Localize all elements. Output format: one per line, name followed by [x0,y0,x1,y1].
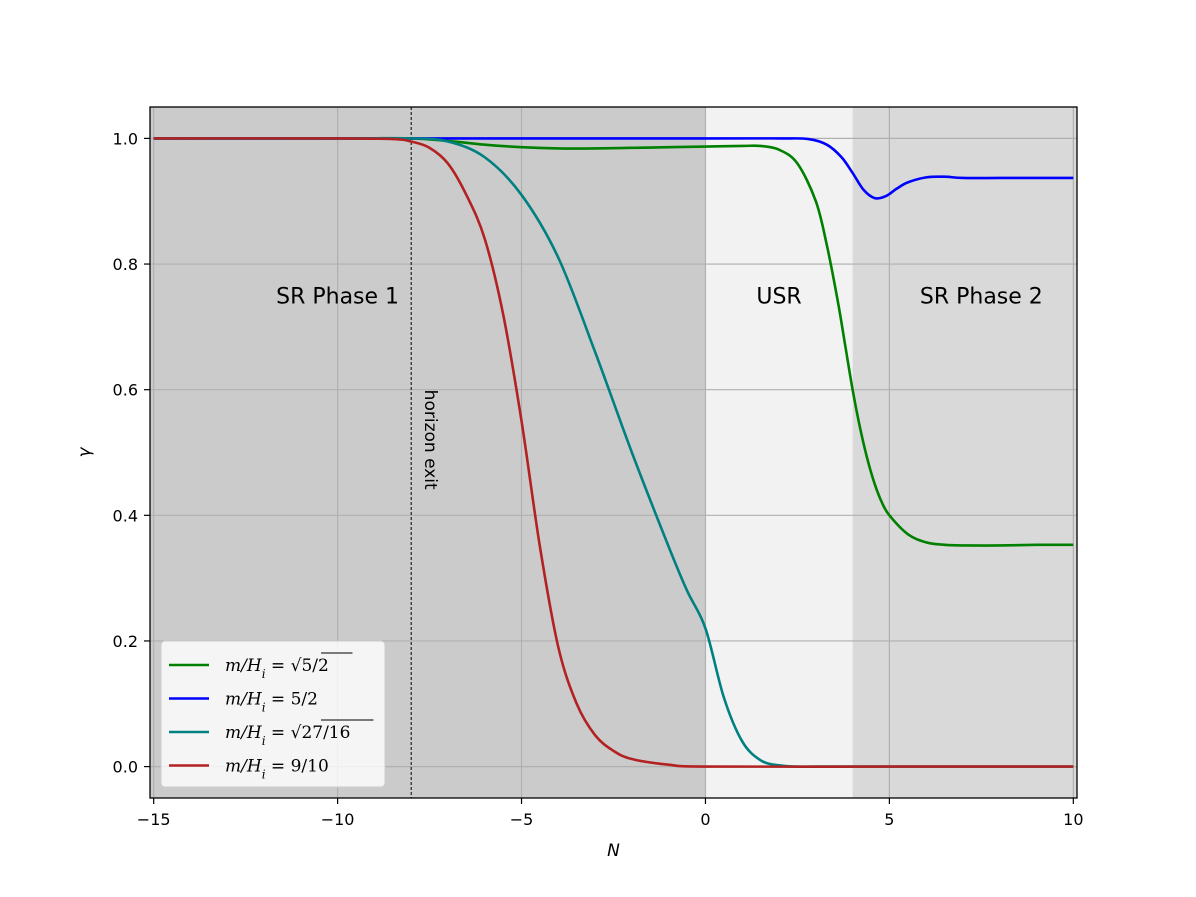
y-tick-label-5: 1.0 [113,129,138,148]
legend-prefix-0: m/H [225,656,263,676]
x-tick-label-5: 10 [1063,810,1083,829]
horizon-exit-label: horizon exit [420,390,440,490]
legend-prefix-3: m/H [225,757,263,777]
series-line-0 [153,136,1074,547]
y-axis-label: γ [75,447,95,458]
legend-box [160,640,386,788]
legend-sub-0: i [262,667,266,681]
legend-sub-1: i [262,701,266,715]
series-lines [153,136,1074,769]
y-tick-label-3: 0.6 [113,381,138,400]
region-band-2 [852,107,1077,798]
y-tick-label-4: 0.8 [113,255,138,274]
legend-prefix-2: m/H [225,723,263,743]
region-label-0: SR Phase 1 [276,284,399,309]
x-tick-label-3: 0 [700,810,710,829]
legend-eq-2: = [266,723,291,743]
region-label-1: USR [756,284,801,309]
x-tick-label-0: −15 [137,810,171,829]
legend-label-2: m/Hi = √27/16 [225,723,350,748]
legend-label-3: m/Hi = 9/10 [225,757,329,782]
axes: −15 −10 −5 0 5 10 0.0 0.2 0.4 0.6 0.8 1.0 Nγ [75,106,1084,861]
grid-lines [150,107,1077,798]
legend-prefix-1: m/H [225,690,263,710]
legend: m/Hi = √5/2m/Hi = 5/2m/Hi = √27/16m/Hi =… [160,640,386,788]
y-tick-label-0: 0.0 [113,758,138,777]
legend-label-0: m/Hi = √5/2 [225,656,329,681]
legend-value-1: 5/2 [291,690,318,710]
legend-label-1: m/Hi = 5/2 [225,690,318,715]
legend-sqrt-0: √ [291,656,302,676]
x-tick-label-4: 5 [884,810,894,829]
legend-sub-3: i [262,768,266,782]
region-label-2: SR Phase 2 [920,284,1043,309]
region-band-1 [705,107,853,798]
region-labels: SR Phase 1 USR SR Phase 2 [276,284,1043,309]
series-line-1 [153,137,1074,200]
legend-eq-1: = [266,690,291,710]
x-tick-label-1: −10 [321,810,355,829]
legend-value-0: 5/2 [301,656,328,676]
legend-eq-3: = [266,757,291,777]
legend-value-2: 27/16 [301,723,350,743]
y-tick-label-1: 0.2 [113,632,138,651]
horizon-exit-marker: horizon exit [410,107,440,798]
legend-sqrt-2: √ [291,723,302,743]
y-tick-label-2: 0.4 [113,506,138,525]
legend-value-3: 9/10 [291,757,329,777]
legend-sub-2: i [262,734,266,748]
x-tick-label-2: −5 [510,810,534,829]
series-line-3 [153,137,1074,769]
plot-frame [149,106,1078,799]
legend-eq-0: = [266,656,291,676]
x-axis-label: N [607,841,620,861]
